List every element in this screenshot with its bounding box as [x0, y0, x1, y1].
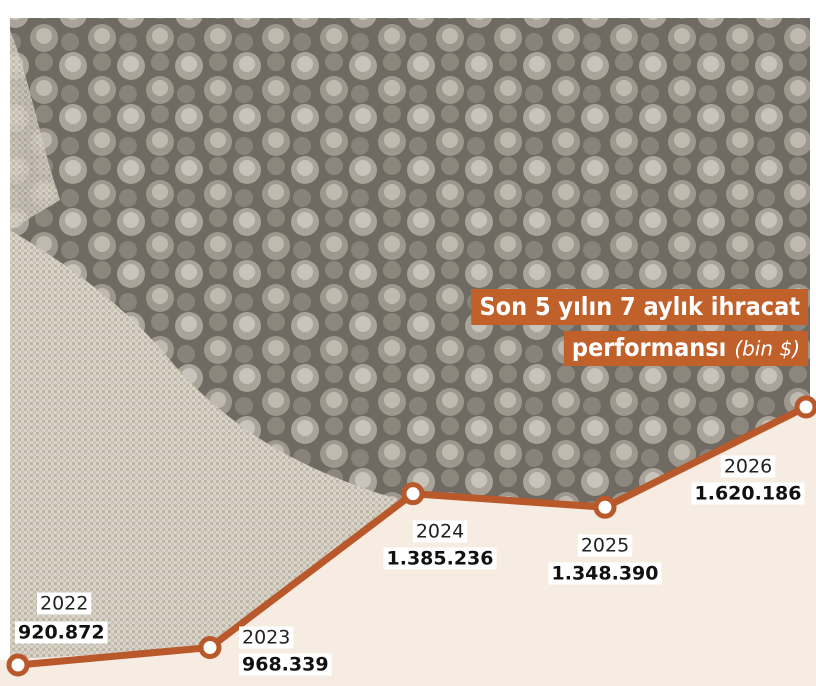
value-label: 1.620.186	[695, 483, 802, 505]
title: Son 5 yılın 7 aylık ihracat (bin $) perfor…	[471, 289, 808, 366]
category-label: 2024	[416, 521, 464, 543]
category-label: 2023	[242, 627, 290, 649]
label-bg	[239, 653, 332, 676]
title-box	[471, 289, 808, 325]
label-bg	[577, 534, 633, 557]
value-label: 920.872	[18, 622, 105, 644]
burlap-edge	[10, 30, 60, 230]
burlap-sack	[10, 230, 400, 686]
category-label: 2022	[40, 593, 88, 615]
label-bg	[691, 482, 805, 505]
label-bg	[548, 562, 662, 585]
title-line: Son 5 yılın 7 aylık ihracat	[479, 292, 800, 321]
title-line: performansı	[572, 333, 727, 362]
title-box	[563, 331, 808, 366]
data-point	[593, 495, 617, 519]
label-bg	[239, 626, 294, 649]
lower-panel	[0, 400, 816, 686]
data-point	[198, 635, 222, 659]
label-bg	[37, 592, 92, 615]
plot: 2022 920.872 2023 968.339 2024 1.385.236 2025 1…	[6, 395, 816, 677]
label-bg	[412, 520, 468, 543]
category-label: 2025	[581, 535, 629, 557]
label-bg	[383, 547, 497, 570]
data-point	[401, 482, 425, 506]
data-point	[6, 653, 30, 677]
value-label: 1.348.390	[552, 563, 659, 585]
category-label: 2026	[724, 456, 772, 478]
label-bg	[15, 621, 108, 644]
label-bg	[720, 455, 776, 478]
value-label: 1.385.236	[387, 548, 494, 570]
value-label: 968.339	[242, 654, 329, 676]
data-point	[794, 395, 816, 419]
title-unit: (bin $)	[734, 337, 800, 361]
